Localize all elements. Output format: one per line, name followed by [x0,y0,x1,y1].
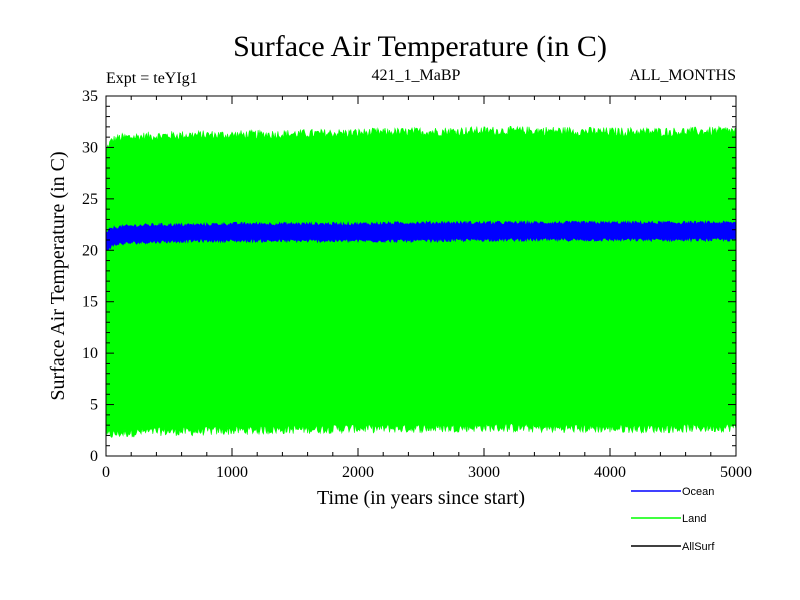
x-tick-label: 3000 [468,464,500,481]
subtitle-right: ALL_MONTHS [629,67,736,84]
axes: 0 1000 2000 3000 4000 5000 0 5 10 15 20 25 30 35 [82,88,752,481]
y-axis-label: Surface Air Temperature (in C) [47,151,69,400]
x-tick-label: 5000 [720,464,752,481]
x-axis-label: Time (in years since start) [317,487,525,509]
x-tick-label: 4000 [594,464,626,481]
legend-label-allsurf: AllSurf [682,541,715,553]
legend-label-land: Land [682,513,706,525]
y-tick-label: 30 [82,139,98,156]
legend-label-ocean: Ocean [682,486,714,498]
subtitle-left: Expt = teYIg1 [106,70,198,87]
y-tick-label: 35 [82,88,98,105]
x-tick-label: 2000 [342,464,374,481]
x-tick-label: 0 [102,464,110,481]
subtitle-center: 421_1_MaBP [372,67,461,84]
y-tick-label: 25 [82,191,98,208]
series-band-land [105,125,737,439]
y-tick-label: 15 [82,294,98,311]
y-tick-label: 10 [82,345,98,362]
plot-area [105,125,737,439]
chart-title: Surface Air Temperature (in C) [233,30,607,63]
plot-frame [105,95,737,457]
y-tick-label: 5 [90,397,98,414]
y-tick-label: 20 [82,242,98,259]
y-tick-label: 0 [90,448,98,465]
legend: Ocean Land AllSurf [631,486,715,553]
x-tick-label: 1000 [216,464,248,481]
